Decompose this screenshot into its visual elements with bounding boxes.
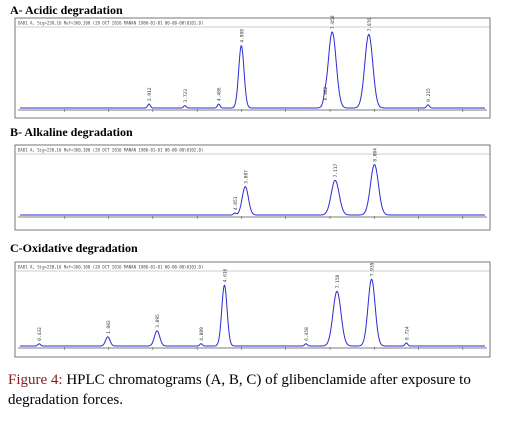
figure-caption: Figure 4: HPLC chromatograms (A, B, C) o… [8, 370, 503, 410]
peak-label: 0.432 [37, 327, 43, 341]
header-text: DAD1 A, Sig=230,16 Ref=360,100 (28 OCT 2… [18, 148, 203, 153]
peak-label: 8.724 [404, 326, 410, 340]
peak-label: 7.939 [370, 262, 376, 276]
peak-label: 6.458 [304, 327, 310, 341]
header-text: DAD1 A, Sig=230,16 Ref=360,100 (28 OCT 2… [18, 21, 203, 26]
chromatogram-trace [20, 31, 485, 109]
plot-frame [14, 261, 491, 358]
peak-label: 5.087 [243, 170, 249, 184]
figure-caption-text: HPLC chromatograms (A, B, C) of glibencl… [8, 372, 471, 408]
peak-label: 6.882 [323, 86, 329, 100]
peak-label: 2.912 [147, 87, 153, 101]
panel-a-title: A- Acidic degradation [10, 3, 123, 17]
peak-label: 7.117 [333, 164, 339, 178]
peak-label: 4.851 [233, 196, 239, 210]
header-text: DAD1 A, Sig=230,16 Ref=360,100 (28 OCT 2… [18, 265, 203, 270]
peak-label: 7.876 [367, 18, 373, 32]
chromatogram-trace [20, 163, 485, 216]
peak-label: 9.215 [426, 88, 432, 102]
peak-label: 4.998 [239, 29, 245, 43]
plot-frame [14, 17, 491, 119]
peak-label: 3.723 [183, 89, 189, 103]
peak-label: 4.616 [222, 268, 228, 282]
figure-label: Figure 4: [8, 372, 63, 388]
plot-frame [14, 144, 491, 231]
peak-label: 7.050 [330, 15, 336, 29]
peak-label: 4.089 [199, 327, 205, 341]
peak-label: 3.095 [155, 314, 161, 328]
peak-label: 4.486 [217, 87, 223, 101]
panel-c-title: C-Oxidative degradation [10, 241, 138, 255]
peak-label: 1.982 [106, 320, 112, 334]
peak-label: 8.004 [372, 148, 378, 162]
panel-b-title: B- Alkaline degradation [10, 125, 133, 139]
peak-label: 7.158 [335, 274, 341, 288]
chromatogram-trace [20, 278, 485, 347]
